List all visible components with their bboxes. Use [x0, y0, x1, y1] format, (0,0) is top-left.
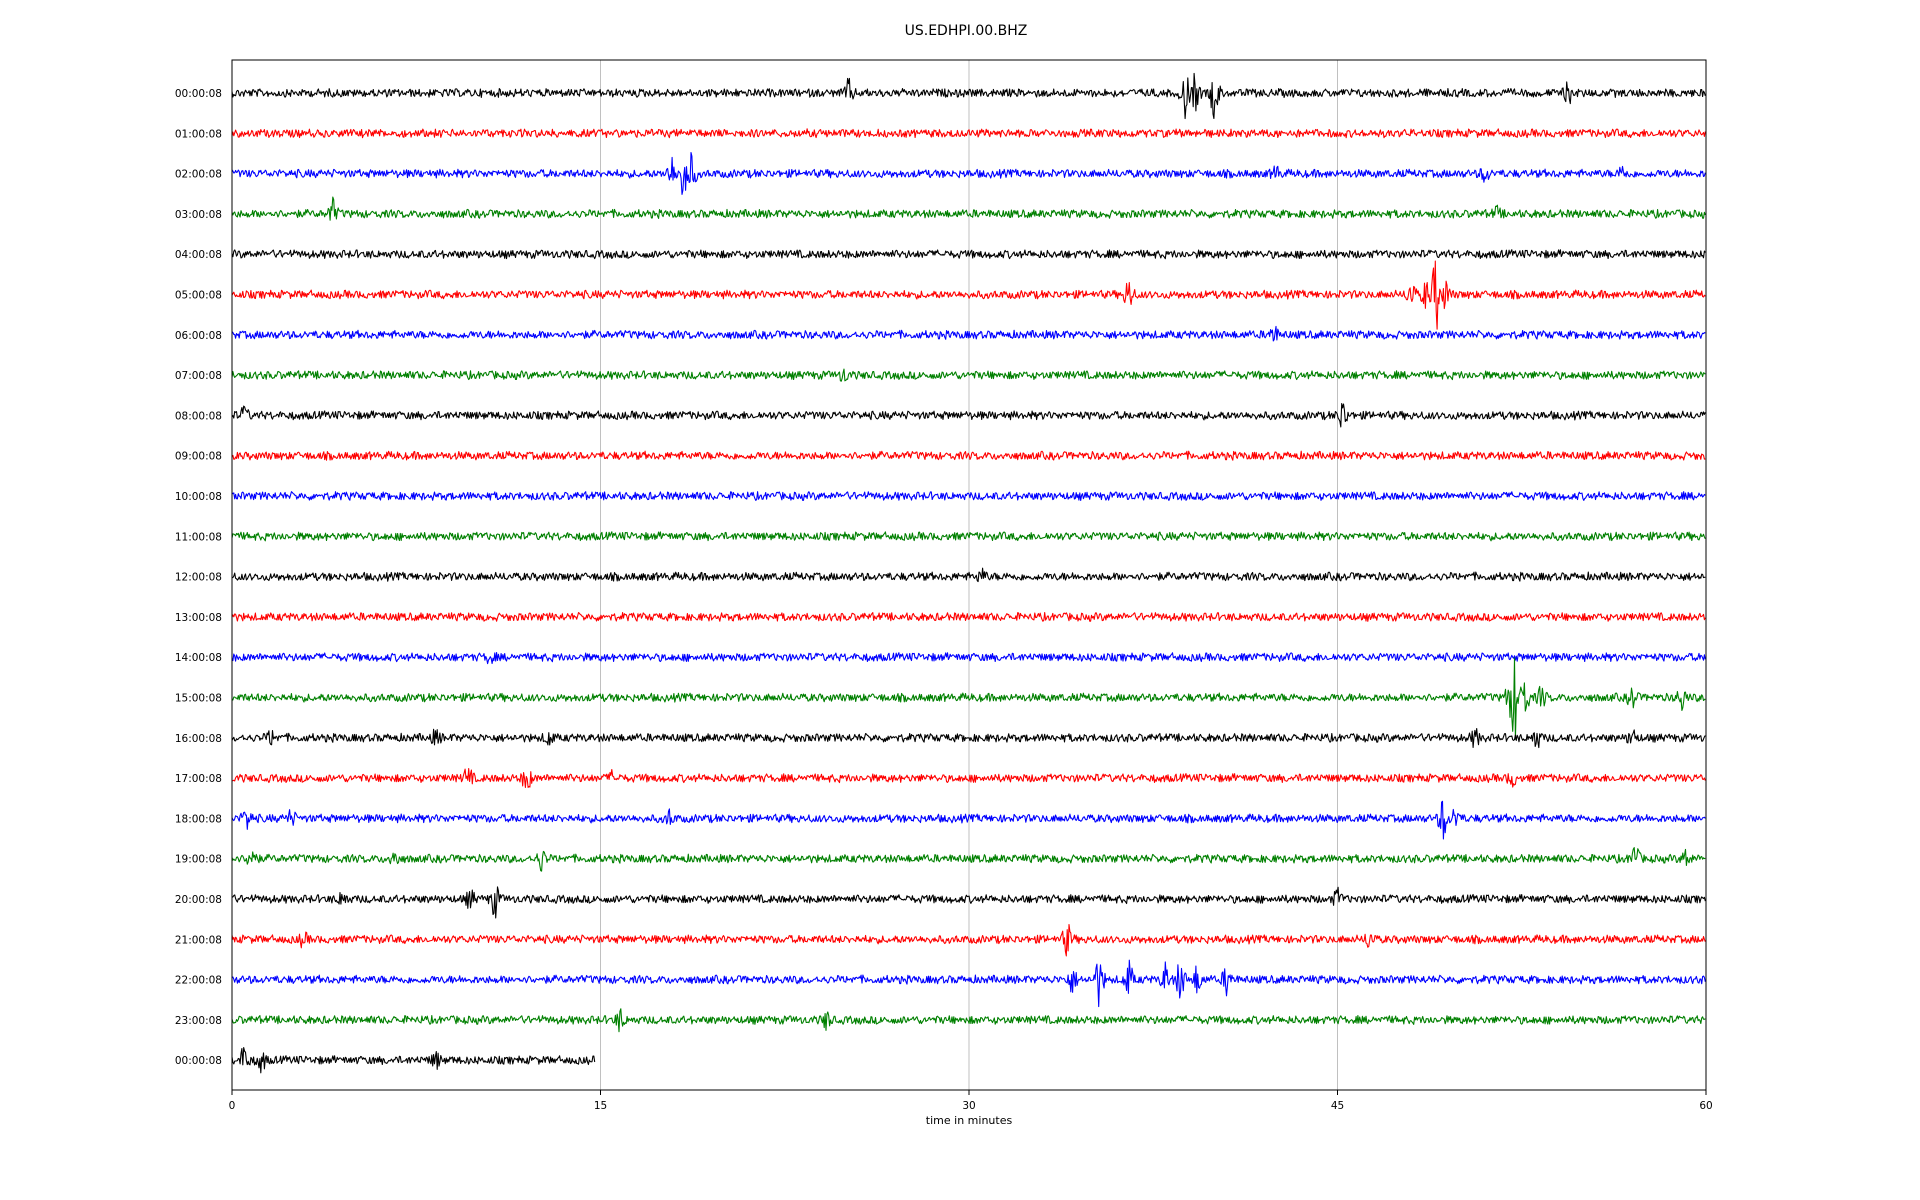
seismic-trace	[231, 491, 1706, 501]
x-tick-label: 0	[229, 1100, 236, 1112]
row-time-label: 21:00:08	[175, 934, 222, 946]
row-time-label: 13:00:08	[175, 612, 222, 624]
row-time-label: 19:00:08	[175, 854, 222, 866]
row-time-label: 10:00:08	[175, 491, 222, 503]
seismic-trace	[231, 1047, 596, 1074]
row-time-label: 08:00:08	[175, 410, 222, 422]
row-time-label: 11:00:08	[175, 531, 222, 543]
seismic-trace	[231, 249, 1706, 260]
seismic-trace	[231, 800, 1706, 840]
row-time-label: 12:00:08	[175, 572, 222, 584]
row-time-label: 03:00:08	[175, 209, 222, 221]
x-tick-label: 60	[1699, 1100, 1712, 1112]
row-time-labels: 00:00:08 01:00:08 02:00:08 03:00:08 04:00:08…	[175, 88, 222, 1067]
row-time-label: 04:00:08	[175, 249, 222, 261]
row-time-label: 00:00:08	[175, 88, 222, 100]
seismic-trace	[231, 652, 1706, 665]
seismic-trace	[231, 450, 1706, 461]
seismic-trace	[231, 151, 1706, 195]
seismic-trace	[231, 886, 1706, 919]
row-time-label: 01:00:08	[175, 128, 222, 140]
row-time-label: 06:00:08	[175, 330, 222, 342]
row-time-label: 18:00:08	[175, 813, 222, 825]
seismic-trace	[231, 1008, 1706, 1033]
seismic-trace	[232, 767, 1706, 789]
seismic-trace	[231, 959, 1706, 1008]
seismic-trace	[231, 260, 1706, 330]
chart-title: US.EDHPI.00.BHZ	[905, 23, 1028, 39]
row-time-label: 15:00:08	[175, 693, 222, 705]
seismic-trace	[231, 403, 1706, 428]
row-time-label: 00:00:08	[175, 1055, 222, 1067]
row-time-label: 23:00:08	[175, 1015, 222, 1027]
x-axis-ticks: 0 15 30 45 60	[229, 1090, 1713, 1112]
trace-rows	[231, 72, 1706, 1074]
seismic-trace	[231, 72, 1706, 120]
row-time-label: 09:00:08	[175, 451, 222, 463]
seismic-trace	[231, 657, 1706, 740]
seismic-trace	[231, 196, 1706, 221]
x-tick-label: 30	[962, 1100, 975, 1112]
x-axis-label: time in minutes	[926, 1114, 1013, 1127]
seismic-trace	[231, 847, 1706, 872]
seismic-trace	[231, 531, 1706, 542]
x-tick-label: 45	[1331, 1100, 1344, 1112]
seismic-trace	[231, 128, 1706, 139]
x-tick-label: 15	[594, 1100, 607, 1112]
seismic-trace	[231, 325, 1706, 342]
seismic-trace	[231, 368, 1706, 382]
row-time-label: 17:00:08	[175, 773, 222, 785]
row-time-label: 20:00:08	[175, 894, 222, 906]
row-time-label: 02:00:08	[175, 169, 222, 181]
seismic-trace	[231, 728, 1706, 749]
seismic-trace	[231, 567, 1706, 583]
row-time-label: 14:00:08	[175, 652, 222, 664]
row-time-label: 07:00:08	[175, 370, 222, 382]
seismic-trace	[231, 612, 1706, 622]
row-time-label: 16:00:08	[175, 733, 222, 745]
row-time-label: 22:00:08	[175, 975, 222, 987]
seismic-trace	[231, 923, 1706, 957]
row-time-label: 05:00:08	[175, 290, 222, 302]
